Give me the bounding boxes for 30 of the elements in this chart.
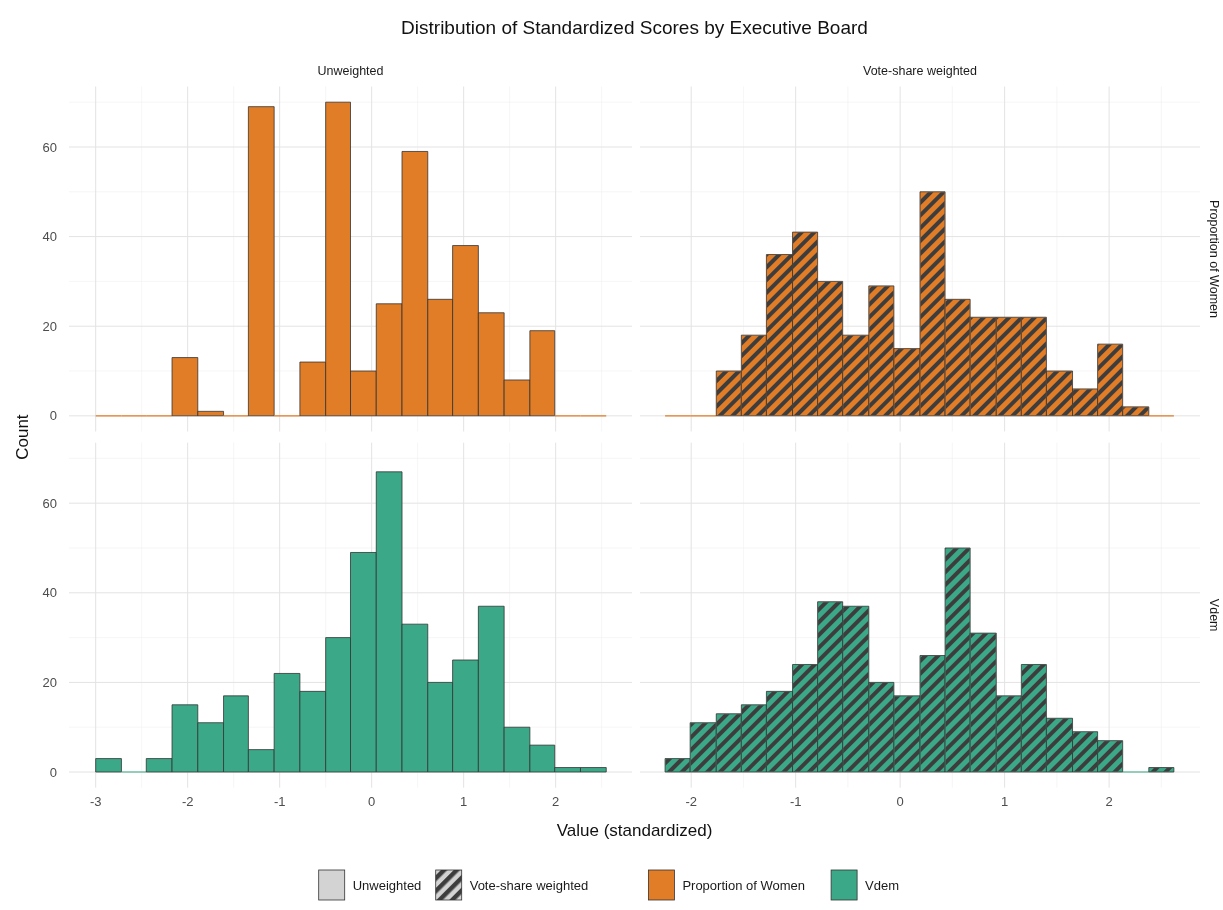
x-tick-label: 0: [896, 793, 904, 809]
y-tick-label: 40: [42, 229, 57, 245]
legend-label: Proportion of Women: [682, 877, 806, 893]
y2-axis-title: Proportion of Women: [1207, 200, 1221, 318]
chart-subtitle: Unweighted: [317, 63, 384, 78]
x-tick-label: -2: [181, 793, 194, 809]
chart-title: Distribution of Standardized Scores by Executive Board: [401, 17, 868, 38]
x-tick-label: 1: [1001, 793, 1009, 809]
y-tick-label: 40: [42, 585, 57, 601]
y-tick-label: 60: [42, 139, 57, 155]
text: Vote-share weighted: [469, 877, 589, 893]
y-tick-label: 0: [49, 408, 57, 424]
x-tick-label: -1: [789, 793, 802, 809]
x-tick-label: -3: [89, 793, 102, 809]
chart-subtitle: Vote-share weighted: [863, 63, 978, 78]
x-tick-label: -1: [273, 793, 286, 809]
x-tick-label: -2: [685, 793, 697, 809]
x-tick-label: 0: [368, 793, 376, 809]
y-tick-label: 20: [42, 674, 57, 690]
text: Unweighted: [352, 877, 422, 893]
x-axis-title: Value (standardized): [556, 821, 713, 840]
x-tick-label: 2: [552, 793, 560, 809]
y2-axis-title: Vdem: [1207, 598, 1221, 632]
x-tick-label: 1: [460, 793, 468, 809]
y-tick-label: 0: [49, 764, 57, 780]
y-axis-title: Count: [13, 414, 32, 460]
y-tick-label: 20: [42, 318, 57, 334]
x-tick-label: 2: [1105, 793, 1113, 809]
y-tick-label: 60: [42, 495, 57, 511]
legend-label: Vdem: [865, 877, 900, 893]
